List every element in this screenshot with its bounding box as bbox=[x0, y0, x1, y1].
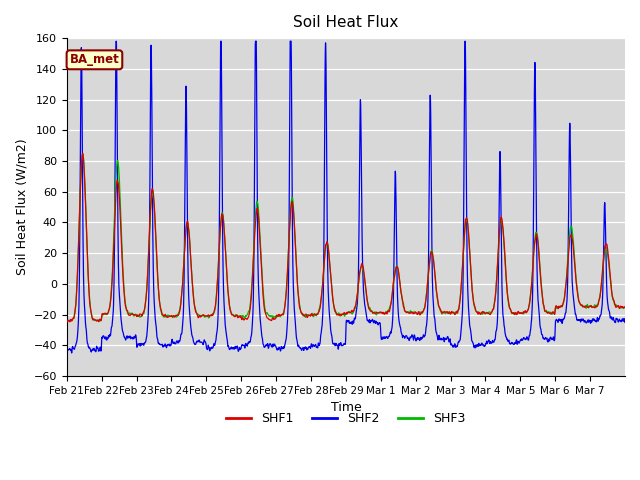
Title: Soil Heat Flux: Soil Heat Flux bbox=[293, 15, 399, 30]
Y-axis label: Soil Heat Flux (W/m2): Soil Heat Flux (W/m2) bbox=[15, 139, 28, 276]
Legend: SHF1, SHF2, SHF3: SHF1, SHF2, SHF3 bbox=[221, 408, 470, 431]
Text: BA_met: BA_met bbox=[70, 53, 119, 66]
X-axis label: Time: Time bbox=[330, 401, 361, 414]
